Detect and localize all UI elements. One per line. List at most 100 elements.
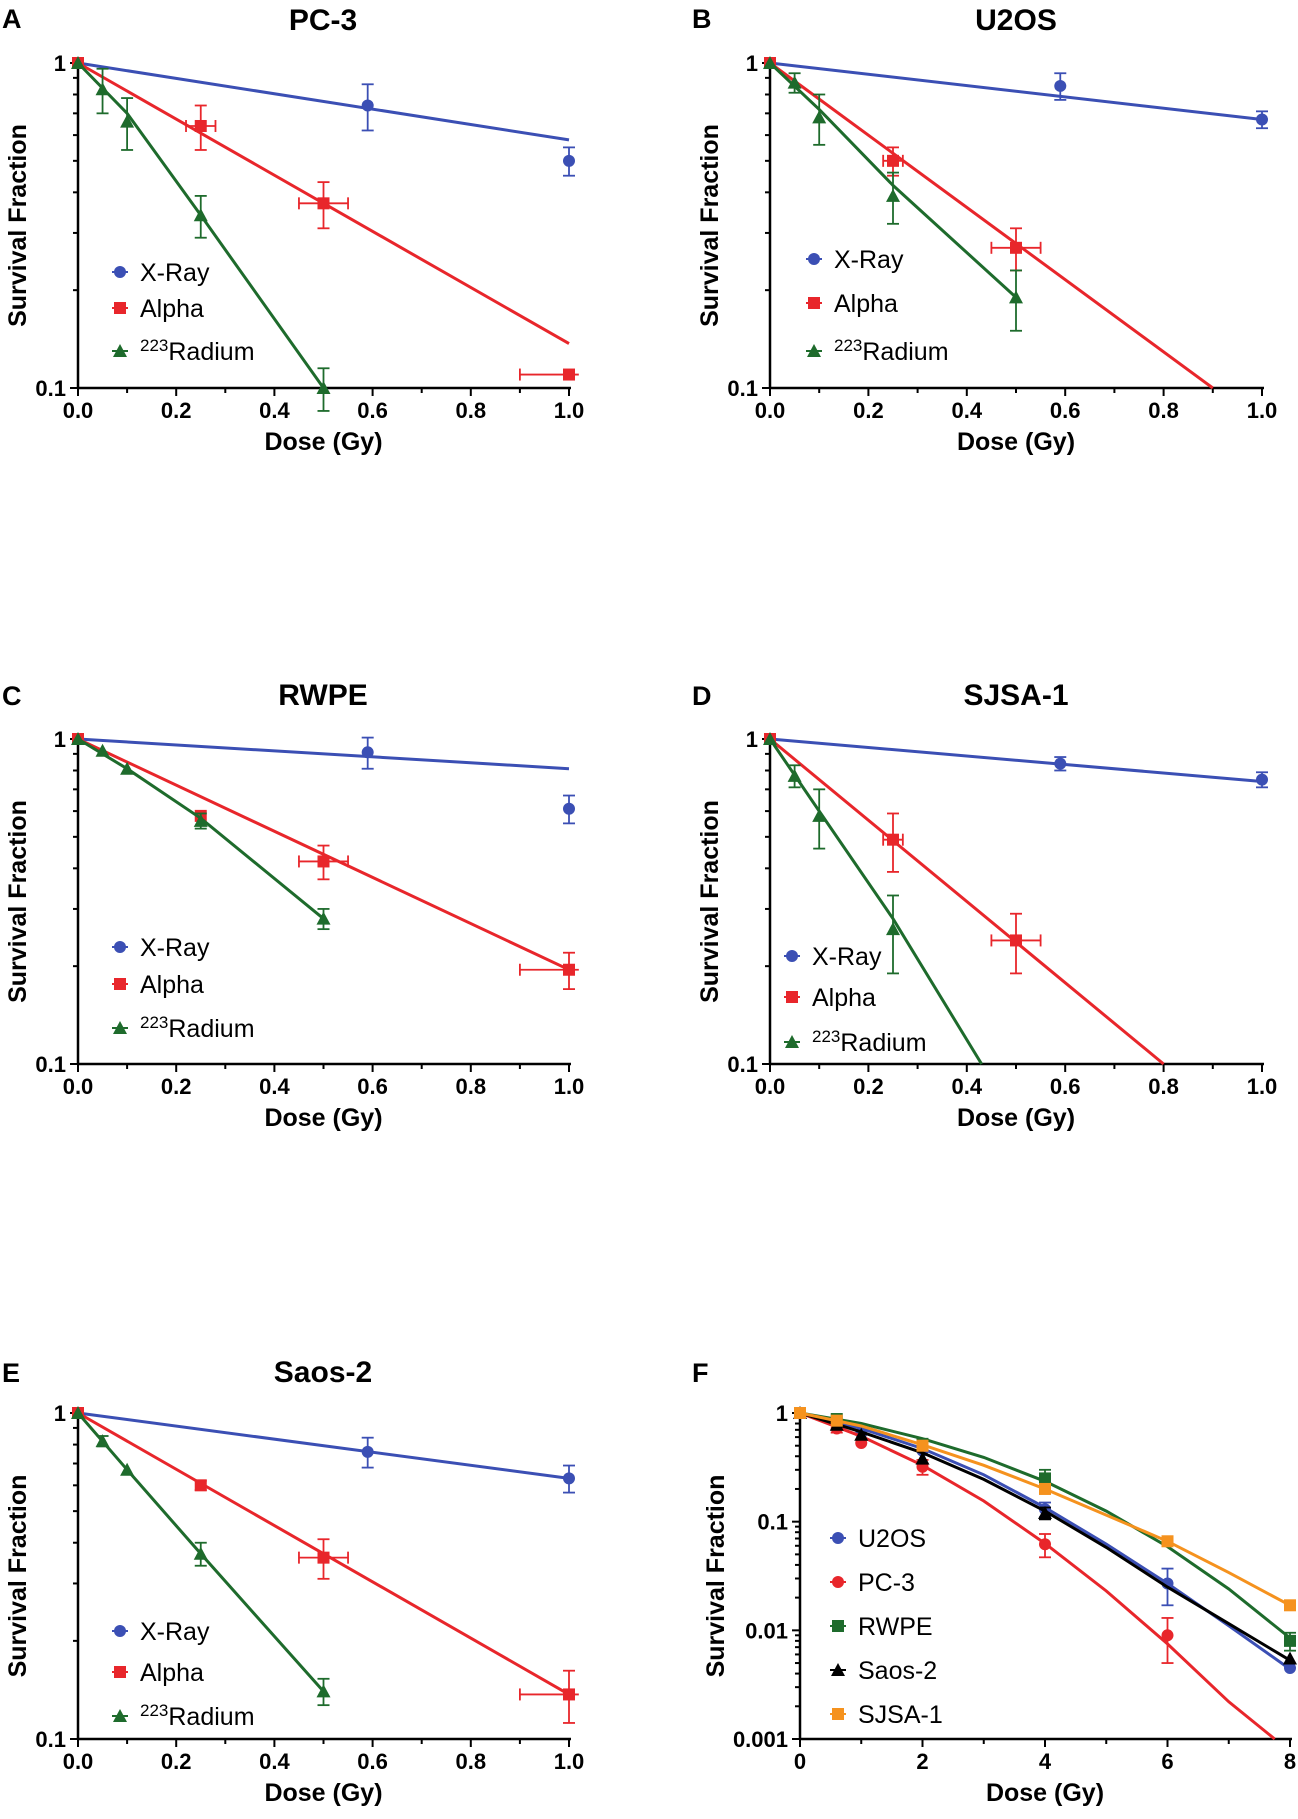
data-point [1256,773,1268,786]
x-tick-label: 1.0 [1247,1074,1278,1099]
fit-line [769,737,1165,1066]
data-point [1054,79,1067,92]
data-point [316,381,331,394]
legend-marker [807,344,821,357]
x-tick-label: 0.2 [161,1074,192,1099]
fit-line [769,61,1263,121]
legend-label: 223Radium [140,1701,255,1731]
legend-marker [808,297,820,309]
panel-d: D SJSA-1 0.0 0.2 0.4 0.6 0.8 1.0 0.1 1 Dose (Gy) Su… [692,679,1277,1132]
legend-label: 223Radium [140,336,255,366]
data-point [194,119,207,132]
legend-label: 223Radium [834,336,949,366]
data-point [95,1434,110,1448]
y-tick-label: 1 [746,727,758,752]
x-tick-label: 0.8 [456,1074,487,1099]
series-alpha: Alpha [764,733,1165,1066]
x-tick-label: 1.0 [554,1749,585,1774]
data-point [916,1439,929,1452]
data-point [95,743,110,757]
x-tick-label: 0.8 [1148,398,1179,423]
y-axis-label: Survival Fraction [4,800,32,1003]
data-point [1039,1482,1051,1495]
x-tick-label: 1.0 [554,398,585,423]
x-tick-label: 0.6 [1050,398,1081,423]
data-point [1256,113,1268,126]
legend-marker [786,950,798,962]
data-point [563,368,575,381]
data-point [120,1462,135,1476]
series-x-ray: X-Ray [72,1407,575,1646]
x-tick-label: 1.0 [1247,398,1278,423]
x-tick-label: 0.8 [1148,1074,1179,1099]
legend-marker [808,253,820,265]
data-point [1161,1629,1174,1642]
data-point [194,1479,207,1492]
legend-marker [114,1625,126,1637]
chart-title: SJSA-1 [963,679,1068,712]
x-tick-label: 0.2 [853,398,884,423]
x-tick-label: 0.2 [161,1749,192,1774]
y-axis-label: Survival Fraction [4,1475,32,1678]
fit-line [769,61,1214,390]
legend-marker [113,1021,127,1034]
chart-title: Saos-2 [274,1356,372,1389]
legend-label: PC-3 [858,1569,915,1597]
data-point [1284,1662,1296,1675]
series-223radium: 223Radium [763,732,983,1065]
x-axis-label: Dose (Gy) [264,1104,382,1132]
x-tick-label: 0.8 [456,398,487,423]
data-point [887,154,899,167]
x-tick-label: 8 [1284,1749,1296,1774]
panel-e: E Saos-2 0.0 0.2 0.4 0.6 0.8 1.0 0.1 1 Dose (Gy) Su… [2,1356,584,1807]
data-point [1161,1535,1174,1548]
data-point [95,82,110,96]
legend-label: 223Radium [812,1027,927,1057]
series-x-ray: X-Ray [764,57,1268,274]
data-point [787,75,802,89]
series-alpha: Alpha [764,57,1214,390]
data-point [316,1684,331,1698]
panel-letter: A [2,4,22,34]
x-tick-label: 0.0 [755,1074,786,1099]
legend-marker [113,344,127,357]
x-tick-label: 0.4 [952,1074,983,1099]
data-point [1010,241,1022,254]
series-pc-3: PC-3 [794,1407,1276,1741]
x-tick-label: 0.0 [63,1074,94,1099]
y-axis-label: Survival Fraction [696,124,724,327]
x-tick-label: 0.6 [357,1749,388,1774]
x-axis-label: Dose (Gy) [986,1779,1104,1807]
x-tick-label: 0.0 [63,1749,94,1774]
fit-line [77,737,570,771]
data-point [1038,1506,1052,1520]
series-223radium: 223Radium [71,1406,331,1731]
data-point [854,1427,869,1441]
legend-label: U2OS [858,1525,926,1553]
y-tick-label: 1 [746,51,758,76]
data-point [193,208,208,222]
x-tick-label: 1.0 [554,1074,585,1099]
y-tick-label: 0.001 [733,1727,788,1752]
data-point [1009,290,1023,304]
legend-label: 223Radium [140,1013,255,1043]
x-tick-label: 4 [1039,1749,1052,1774]
x-tick-label: 0.4 [259,1749,290,1774]
x-axis-label: Dose (Gy) [957,1104,1075,1132]
data-point [316,911,331,925]
data-point [787,768,802,782]
data-point [1284,1634,1296,1647]
data-point [120,761,135,775]
panel-letter: F [692,1358,709,1388]
data-point [563,802,575,815]
legend-marker [832,1532,844,1544]
series-223radium: 223Radium [763,56,1023,366]
data-point [563,963,575,976]
legend-marker [114,302,126,314]
data-point [193,813,208,827]
y-tick-label: 0.01 [745,1618,788,1643]
series-223radium: 223Radium [71,56,331,412]
data-point [361,746,374,759]
x-tick-label: 0.0 [63,398,94,423]
data-point [563,154,575,167]
